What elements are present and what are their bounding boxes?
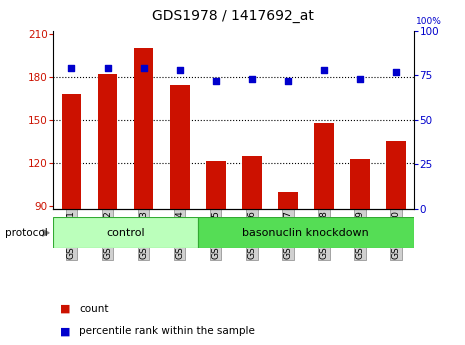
- Bar: [198, 217, 414, 248]
- Bar: [98, 74, 118, 209]
- Bar: [350, 159, 370, 209]
- Text: ■: ■: [60, 304, 71, 314]
- Text: 100%: 100%: [416, 17, 442, 26]
- Text: protocol: protocol: [5, 228, 47, 238]
- Bar: [53, 217, 198, 248]
- Point: [392, 69, 399, 75]
- Bar: [61, 94, 81, 209]
- Bar: [133, 48, 153, 209]
- Bar: [170, 86, 190, 209]
- Point: [176, 67, 183, 73]
- Point: [248, 76, 255, 82]
- Bar: [386, 141, 406, 209]
- Point: [320, 67, 327, 73]
- Point: [356, 76, 364, 82]
- Point: [104, 66, 111, 71]
- Point: [140, 66, 147, 71]
- Text: percentile rank within the sample: percentile rank within the sample: [79, 326, 255, 336]
- Text: GDS1978 / 1417692_at: GDS1978 / 1417692_at: [152, 9, 313, 23]
- Bar: [242, 156, 262, 209]
- Bar: [314, 123, 334, 209]
- Text: control: control: [106, 228, 145, 238]
- Point: [68, 66, 75, 71]
- Bar: [278, 191, 298, 209]
- Bar: [206, 161, 226, 209]
- Point: [284, 78, 292, 83]
- Text: basonuclin knockdown: basonuclin knockdown: [242, 228, 369, 238]
- Text: count: count: [79, 304, 108, 314]
- Text: ■: ■: [60, 326, 71, 336]
- Point: [212, 78, 219, 83]
